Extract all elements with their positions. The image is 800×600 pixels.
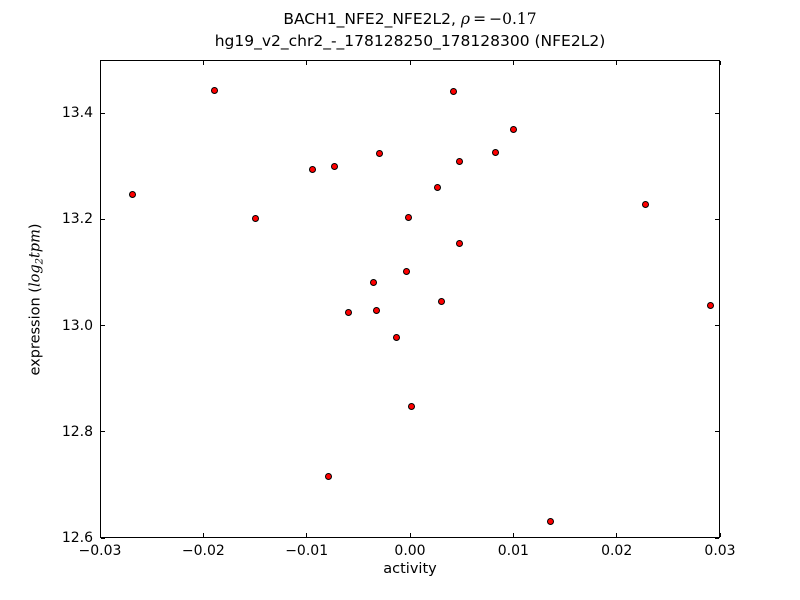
y-tick-label: 13.4: [61, 105, 93, 122]
plot-title-line2: hg19_v2_chr2_-_178128250_178128300 (NFE2…: [214, 32, 606, 50]
x-tick-label: −0.02: [181, 543, 225, 559]
y-axis-label-log: log: [27, 264, 44, 288]
y-tick-mark: [715, 218, 719, 220]
x-tick-mark: [616, 61, 618, 65]
plot-title-gene-names: BACH1_NFE2_NFE2L2,: [283, 10, 461, 28]
data-point: [331, 162, 339, 170]
y-tick-mark: [715, 431, 719, 433]
data-point: [547, 518, 555, 526]
y-axis-label-subscript: 2: [34, 258, 46, 265]
y-tick-label: 12.8: [61, 423, 93, 440]
data-point: [405, 214, 413, 222]
data-point: [211, 86, 219, 94]
data-point: [456, 157, 464, 165]
y-tick-mark: [101, 218, 105, 220]
y-tick-mark: [101, 325, 105, 327]
data-point: [370, 279, 378, 287]
y-axis-label: expression (log2tpm): [27, 200, 46, 400]
x-tick-mark: [512, 533, 514, 537]
data-point: [309, 166, 317, 174]
x-tick-mark: [616, 533, 618, 537]
data-point: [251, 214, 259, 222]
data-point: [324, 473, 332, 481]
y-tick-label: 13.0: [61, 317, 93, 334]
y-tick-label: 13.2: [61, 211, 93, 228]
data-point: [492, 148, 500, 156]
axes-frame: [100, 60, 720, 538]
rho-symbol: ρ: [460, 10, 470, 28]
data-point: [403, 267, 411, 275]
x-tick-mark: [409, 61, 411, 65]
data-point: [449, 87, 457, 95]
y-tick-mark: [715, 325, 719, 327]
x-tick-mark: [512, 61, 514, 65]
x-tick-mark: [719, 61, 721, 65]
data-point: [375, 149, 383, 157]
data-point: [393, 334, 401, 342]
plot-title: BACH1_NFE2_NFE2L2, ρ = −0.17 hg19_v2_chr…: [100, 8, 720, 52]
data-point: [642, 201, 650, 209]
x-tick-mark: [99, 533, 101, 537]
x-tick-mark: [409, 533, 411, 537]
data-point: [437, 297, 445, 305]
y-tick-label: 12.6: [61, 530, 93, 546]
data-point: [509, 125, 517, 133]
x-tick-mark: [306, 533, 308, 537]
x-tick-label: 0.02: [601, 543, 633, 559]
x-tick-mark: [202, 533, 204, 537]
x-tick-mark: [202, 61, 204, 65]
x-tick-label: 0.00: [394, 543, 426, 559]
x-tick-label: −0.01: [285, 543, 329, 559]
y-axis-label-units: tpm: [27, 229, 44, 259]
x-tick-mark: [306, 61, 308, 65]
data-point: [373, 306, 381, 314]
y-tick-mark: [101, 537, 105, 539]
x-tick-label: 0.03: [704, 543, 736, 559]
x-tick-mark: [719, 533, 721, 537]
data-point: [707, 301, 715, 309]
data-point: [456, 240, 464, 248]
x-tick-label: −0.03: [78, 543, 122, 559]
x-axis-label: activity: [383, 561, 437, 577]
x-tick-mark: [99, 61, 101, 65]
x-tick-label: 0.01: [497, 543, 529, 559]
plot-title-line1: BACH1_NFE2_NFE2L2, ρ = −0.17: [100, 8, 720, 30]
data-point: [407, 402, 415, 410]
y-tick-mark: [715, 112, 719, 114]
rho-value: = −0.17: [469, 10, 537, 28]
y-tick-mark: [101, 431, 105, 433]
y-tick-mark: [715, 537, 719, 539]
data-point: [344, 308, 352, 316]
data-point: [128, 190, 136, 198]
y-tick-mark: [101, 112, 105, 114]
